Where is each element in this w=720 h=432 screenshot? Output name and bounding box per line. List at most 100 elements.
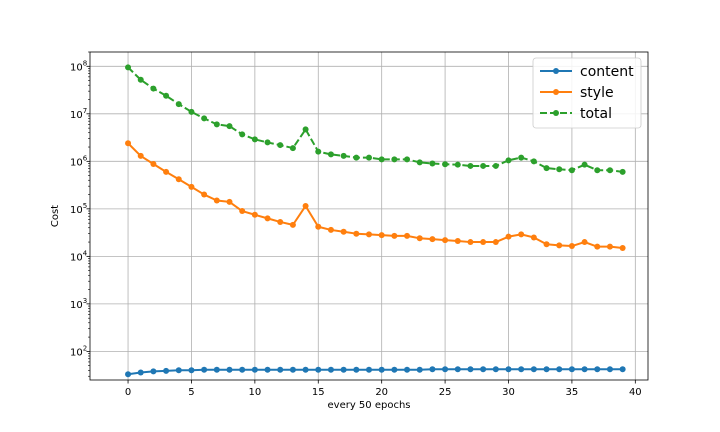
y-tick-label: 106 [70, 154, 88, 168]
series-layer [125, 64, 626, 378]
data-point-style [378, 232, 385, 239]
data-point-total [125, 64, 132, 71]
series-line-total [127, 66, 623, 173]
data-point-style [594, 243, 601, 250]
data-point-style [277, 218, 284, 225]
y-tick-base: 10 [70, 347, 83, 358]
data-point-content [416, 366, 423, 373]
data-point-content [327, 366, 334, 373]
legend-marker [553, 89, 559, 95]
data-point-style [289, 221, 296, 228]
x-tick-label: 20 [375, 387, 388, 398]
data-point-total [289, 145, 296, 152]
data-point-style [213, 197, 220, 204]
y-tick-base: 10 [70, 300, 83, 311]
data-point-total [606, 167, 613, 174]
data-point-content [480, 366, 487, 373]
data-point-content [150, 368, 157, 375]
data-point-content [492, 366, 499, 373]
legend-item-total: total [540, 106, 612, 122]
y-tick-label: 105 [70, 202, 87, 216]
data-point-content [594, 366, 601, 373]
data-point-style [391, 232, 398, 239]
y-tick-base: 10 [70, 252, 83, 263]
y-tick-base: 10 [70, 62, 83, 73]
data-point-total [429, 160, 436, 167]
data-point-total [302, 126, 309, 133]
data-point-style [568, 243, 575, 250]
data-point-total [251, 136, 258, 143]
data-point-content [556, 366, 563, 373]
data-point-total [340, 152, 347, 159]
data-point-content [163, 367, 170, 374]
legend-item-content: content [540, 64, 634, 80]
data-point-content [213, 366, 220, 373]
data-point-style [480, 239, 487, 246]
data-point-style [556, 242, 563, 249]
data-point-style [264, 215, 271, 222]
data-point-content [619, 366, 626, 373]
data-point-content [353, 366, 360, 373]
legend: content style total [532, 57, 642, 129]
legend-label: content [580, 64, 634, 80]
data-point-content [378, 366, 385, 373]
data-point-style [175, 176, 182, 183]
y-tick-base: 10 [70, 157, 83, 168]
legend-label: style [580, 85, 614, 101]
legend-marker [553, 68, 559, 74]
data-point-content [125, 371, 132, 378]
data-point-content [251, 366, 258, 373]
data-point-total [366, 154, 372, 161]
data-point-content [264, 366, 271, 373]
data-point-style [530, 234, 537, 241]
y-tick-label: 103 [70, 297, 87, 311]
data-point-content [175, 367, 182, 374]
series-style [125, 140, 626, 251]
data-point-total [619, 168, 626, 175]
data-point-total [505, 157, 512, 164]
series-line-style [127, 142, 623, 249]
legend-label: total [580, 106, 612, 122]
data-point-style [619, 244, 626, 251]
x-tick-label: 30 [502, 387, 515, 398]
data-point-style [340, 228, 347, 235]
data-point-total [556, 166, 563, 173]
data-point-content [289, 366, 296, 373]
data-point-content [340, 366, 347, 373]
data-point-style [454, 238, 461, 245]
data-point-content [239, 366, 246, 373]
y-tick-label: 108 [70, 59, 87, 73]
data-point-style [125, 140, 132, 147]
data-point-total [492, 162, 499, 169]
data-point-total [137, 76, 144, 83]
data-point-content [302, 366, 309, 373]
data-point-content [454, 366, 461, 373]
y-tick-label: 104 [70, 249, 88, 263]
data-point-content [568, 366, 575, 373]
data-point-content [366, 366, 372, 373]
data-point-total [175, 101, 182, 108]
y-tick-exponent: 7 [83, 107, 87, 115]
x-tick-label: 40 [629, 387, 642, 398]
data-point-style [150, 160, 157, 167]
data-point-content [188, 367, 195, 374]
data-point-total [163, 92, 170, 99]
data-point-content [543, 366, 550, 373]
data-point-style [416, 235, 423, 242]
series-content [125, 366, 626, 378]
data-point-style [518, 231, 525, 238]
data-point-style [137, 152, 144, 159]
data-point-style [366, 231, 372, 238]
data-point-total [467, 162, 474, 169]
x-tick-label: 35 [566, 387, 579, 398]
data-point-total [353, 154, 360, 161]
data-point-total [226, 123, 233, 130]
data-point-style [251, 211, 258, 218]
data-point-content [530, 366, 537, 373]
data-point-total [480, 162, 487, 169]
data-point-content [505, 366, 512, 373]
y-tick-label: 107 [70, 107, 87, 121]
data-point-style [404, 232, 411, 239]
data-point-total [581, 161, 588, 168]
x-axis-label: every 50 epochs [328, 400, 411, 411]
